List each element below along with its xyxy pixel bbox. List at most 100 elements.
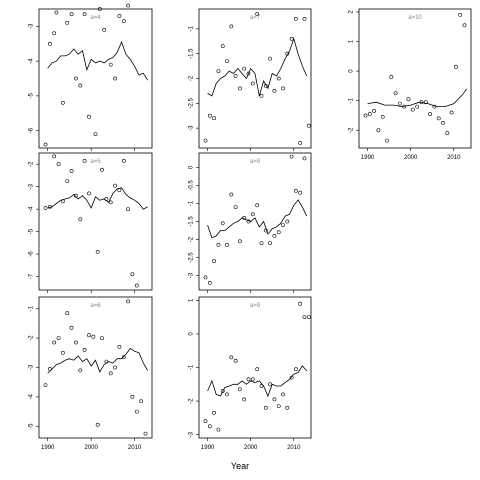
panel-label: a=8 bbox=[250, 159, 261, 165]
y-tick-label: -2 bbox=[189, 398, 195, 404]
data-point bbox=[285, 219, 290, 224]
data-point bbox=[276, 76, 281, 81]
data-point bbox=[363, 113, 368, 118]
data-point bbox=[61, 100, 65, 105]
data-point bbox=[203, 138, 208, 143]
data-point bbox=[445, 131, 450, 136]
data-point bbox=[43, 383, 48, 388]
panel-label: a=7 bbox=[250, 15, 261, 21]
data-point bbox=[458, 12, 463, 17]
trend-line bbox=[47, 40, 149, 81]
data-point bbox=[250, 81, 255, 86]
y-tick-label: -1.5 bbox=[189, 216, 195, 227]
data-point bbox=[419, 100, 424, 105]
data-point bbox=[126, 3, 131, 8]
data-point bbox=[302, 315, 307, 320]
data-point bbox=[100, 167, 104, 172]
x-tick-label: 2000 bbox=[404, 155, 418, 161]
data-point bbox=[259, 94, 264, 98]
panel-7: 1 0 -1 -2 -3 1990 2000 2010 a=9 bbox=[189, 296, 312, 451]
data-point bbox=[306, 315, 311, 320]
x-tick-label: 1990 bbox=[361, 155, 375, 161]
data-point bbox=[255, 203, 260, 208]
data-point bbox=[246, 71, 251, 76]
trend-line bbox=[47, 347, 149, 374]
data-point bbox=[126, 207, 131, 212]
data-point bbox=[242, 397, 247, 402]
data-point bbox=[220, 389, 225, 393]
panel-1: -3 -4 -5 -6 a=4 bbox=[29, 3, 153, 151]
data-point bbox=[268, 241, 273, 246]
data-point bbox=[441, 121, 445, 125]
data-point bbox=[121, 19, 126, 24]
y-tick-label: -3 bbox=[29, 364, 35, 370]
data-point bbox=[376, 128, 381, 133]
data-point bbox=[69, 325, 74, 330]
data-point bbox=[453, 64, 458, 69]
data-point bbox=[225, 392, 229, 397]
data-point bbox=[259, 241, 264, 246]
data-point bbox=[372, 109, 377, 113]
data-point bbox=[289, 154, 294, 159]
y-tick-label: -4 bbox=[29, 206, 35, 212]
data-point bbox=[233, 358, 238, 363]
panel-frame bbox=[198, 152, 312, 291]
data-point bbox=[229, 24, 234, 29]
data-point bbox=[233, 74, 238, 78]
data-point bbox=[415, 104, 420, 109]
data-point bbox=[100, 336, 104, 341]
data-point bbox=[263, 228, 268, 233]
y-tick-label: -1 bbox=[189, 26, 195, 32]
data-point bbox=[250, 212, 255, 217]
data-point bbox=[406, 97, 411, 102]
data-point bbox=[108, 200, 113, 205]
y-tick-label: -1 bbox=[29, 305, 35, 311]
data-point bbox=[121, 355, 126, 360]
data-point bbox=[113, 183, 118, 188]
panel-5: 0 -0.5 -1 -1.5 -2 -2.5 -3 a=8 bbox=[189, 152, 312, 293]
data-point bbox=[126, 299, 131, 304]
panel-6: -1 -2 -3 -4 -5 1990 2000 2010 a=6 bbox=[29, 296, 153, 451]
data-point bbox=[74, 76, 78, 81]
y-tick-label: 1 bbox=[189, 298, 195, 302]
data-point bbox=[78, 368, 83, 373]
data-point bbox=[462, 23, 467, 28]
data-point bbox=[393, 91, 398, 96]
data-point bbox=[207, 113, 212, 118]
data-point bbox=[48, 367, 52, 371]
data-point bbox=[134, 283, 139, 288]
data-point bbox=[78, 83, 83, 88]
data-point bbox=[268, 56, 273, 61]
y-tick-label: -5 bbox=[29, 228, 35, 234]
data-point bbox=[216, 427, 221, 432]
y-tick-label: -3 bbox=[29, 23, 35, 29]
data-point bbox=[216, 69, 221, 74]
y-tick-label: -3 bbox=[29, 183, 35, 189]
data-point bbox=[281, 86, 285, 91]
data-point bbox=[298, 190, 303, 195]
data-point bbox=[242, 66, 247, 71]
y-tick-label: -2.5 bbox=[189, 97, 195, 108]
y-tick-label: -2 bbox=[349, 127, 355, 133]
data-point bbox=[117, 188, 122, 193]
y-tick-label: -2.5 bbox=[189, 252, 195, 263]
trend-line bbox=[207, 365, 308, 398]
trend-line bbox=[207, 37, 308, 97]
data-point bbox=[74, 193, 78, 198]
data-point bbox=[203, 419, 208, 424]
data-point bbox=[117, 14, 122, 18]
data-point bbox=[289, 36, 294, 41]
data-point bbox=[87, 333, 91, 338]
data-point bbox=[285, 405, 290, 410]
y-tick-label: -4 bbox=[29, 394, 35, 400]
data-point bbox=[293, 188, 298, 193]
y-tick-label: -4 bbox=[29, 58, 35, 64]
data-point bbox=[113, 76, 118, 81]
y-tick-label: 1 bbox=[349, 39, 355, 43]
data-point bbox=[380, 115, 385, 119]
panel-frame bbox=[38, 296, 153, 439]
data-point bbox=[97, 7, 102, 11]
data-point bbox=[220, 44, 225, 49]
